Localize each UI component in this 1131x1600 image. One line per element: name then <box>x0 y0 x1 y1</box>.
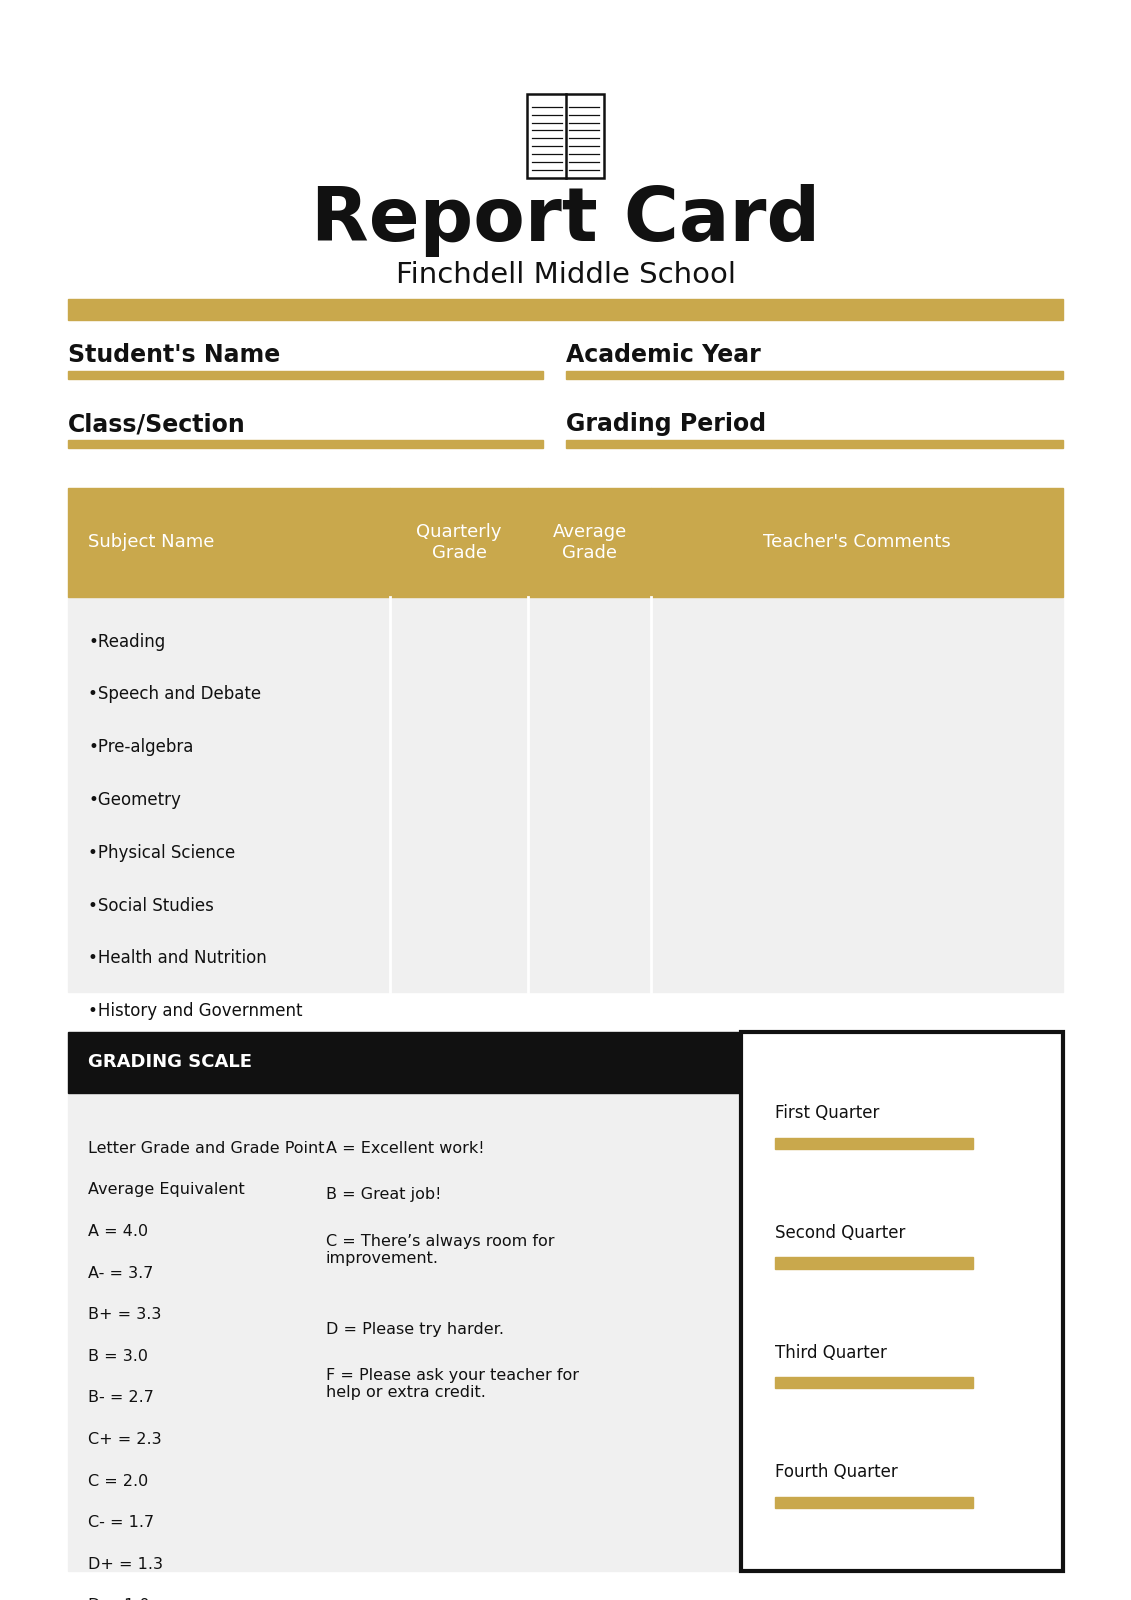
Bar <box>651 597 1063 992</box>
Bar <box>741 1032 1063 1571</box>
Text: GRADING SCALE: GRADING SCALE <box>88 1053 252 1072</box>
Text: C = 2.0: C = 2.0 <box>88 1474 148 1488</box>
Bar <box>390 597 528 992</box>
Text: D+ = 1.3: D+ = 1.3 <box>88 1557 163 1571</box>
Text: B = 3.0: B = 3.0 <box>88 1349 148 1363</box>
Text: Average Equivalent: Average Equivalent <box>88 1182 245 1197</box>
Bar <box>775 1258 973 1269</box>
Text: Third Quarter: Third Quarter <box>775 1344 887 1362</box>
Bar <box>566 440 1063 448</box>
Text: •Physical Science: •Physical Science <box>88 843 235 862</box>
Text: Finchdell Middle School: Finchdell Middle School <box>396 261 735 290</box>
Text: Academic Year: Academic Year <box>566 344 760 368</box>
Bar <box>651 488 1063 597</box>
Bar <box>390 488 528 597</box>
Text: •Pre-algebra: •Pre-algebra <box>88 738 193 757</box>
Text: Report Card: Report Card <box>311 184 820 258</box>
Text: C- = 1.7: C- = 1.7 <box>88 1515 154 1530</box>
Bar <box>775 1498 973 1509</box>
Text: Average
Grade: Average Grade <box>553 523 627 562</box>
Bar <box>528 488 651 597</box>
Bar <box>566 371 1063 379</box>
Text: •Health and Nutrition: •Health and Nutrition <box>88 949 267 968</box>
Text: •Physical Education: •Physical Education <box>88 1054 253 1074</box>
Bar <box>68 597 390 992</box>
Text: A- = 3.7: A- = 3.7 <box>88 1266 154 1280</box>
Text: •Speech and Debate: •Speech and Debate <box>88 685 261 704</box>
Bar <box>775 1378 973 1389</box>
Bar <box>68 371 543 379</box>
Text: Letter Grade and Grade Point: Letter Grade and Grade Point <box>88 1141 325 1155</box>
Text: C = There’s always room for
improvement.: C = There’s always room for improvement. <box>326 1234 554 1266</box>
Bar <box>68 440 543 448</box>
Text: Fourth Quarter: Fourth Quarter <box>775 1464 898 1482</box>
Text: D = Please try harder.: D = Please try harder. <box>326 1322 503 1336</box>
Text: Teacher's Comments: Teacher's Comments <box>763 533 951 552</box>
Text: First Quarter: First Quarter <box>775 1104 879 1122</box>
Text: B+ = 3.3: B+ = 3.3 <box>88 1307 162 1322</box>
Text: Grading Period: Grading Period <box>566 411 766 435</box>
Text: D = 1.0: D = 1.0 <box>88 1598 149 1600</box>
Bar <box>68 488 390 597</box>
Bar <box>528 597 651 992</box>
Text: Quarterly
Grade: Quarterly Grade <box>416 523 502 562</box>
Bar <box>775 1138 973 1149</box>
Bar <box>68 1032 741 1093</box>
Text: •Reading: •Reading <box>88 632 165 651</box>
Text: B- = 2.7: B- = 2.7 <box>88 1390 154 1405</box>
Text: A = Excellent work!: A = Excellent work! <box>326 1141 484 1155</box>
Bar <box>68 1093 741 1571</box>
Text: Subject Name: Subject Name <box>88 533 215 552</box>
Text: Student's Name: Student's Name <box>68 344 280 368</box>
Text: A = 4.0: A = 4.0 <box>88 1224 148 1238</box>
Text: •History and Government: •History and Government <box>88 1002 303 1021</box>
Bar <box>527 94 604 178</box>
Text: •Social Studies: •Social Studies <box>88 896 214 915</box>
Bar <box>68 299 1063 320</box>
Text: Second Quarter: Second Quarter <box>775 1224 905 1242</box>
Text: F = Please ask your teacher for
help or extra credit.: F = Please ask your teacher for help or … <box>326 1368 579 1400</box>
Text: •Geometry: •Geometry <box>88 790 181 810</box>
Text: C+ = 2.3: C+ = 2.3 <box>88 1432 162 1446</box>
Text: B = Great job!: B = Great job! <box>326 1187 441 1202</box>
Text: Class/Section: Class/Section <box>68 411 245 435</box>
